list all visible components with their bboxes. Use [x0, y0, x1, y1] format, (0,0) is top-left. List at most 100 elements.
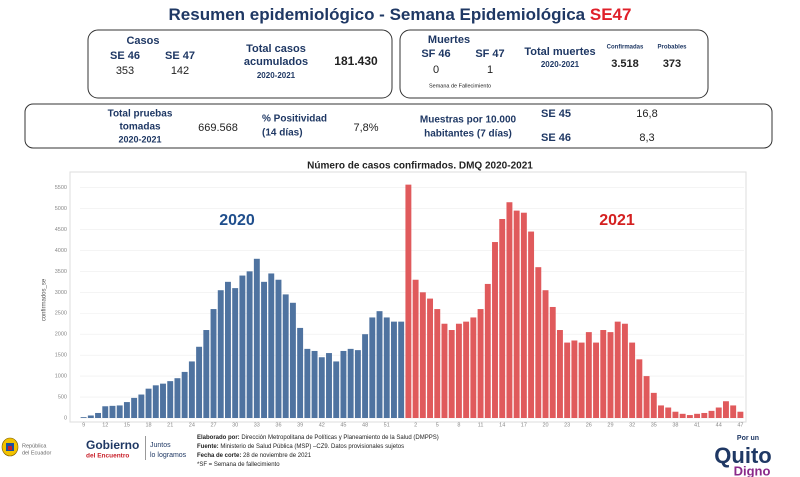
bar — [506, 202, 513, 418]
bar — [268, 273, 275, 418]
bar — [275, 279, 282, 418]
positivity-value: 7,8% — [353, 122, 378, 134]
positivity-label: (14 días) — [262, 128, 303, 139]
bar — [102, 406, 109, 418]
x-tick-label: 26 — [586, 422, 592, 428]
bar — [261, 281, 268, 418]
x-tick-label: 12 — [102, 422, 108, 428]
bar — [513, 210, 520, 418]
tests-box — [24, 103, 773, 149]
series-label: 2021 — [599, 212, 635, 229]
bar — [621, 323, 628, 418]
bar — [542, 290, 549, 418]
deaths-title: Muertes — [428, 34, 470, 46]
x-tick-label: 51 — [384, 422, 390, 428]
week-label: SE 46 — [541, 132, 571, 144]
bar — [499, 218, 506, 418]
bar — [701, 412, 708, 418]
bar — [643, 376, 650, 418]
week-value: 1 — [487, 64, 493, 76]
bar — [109, 405, 116, 418]
confirmed-value: 3.518 — [611, 58, 639, 70]
bar — [181, 371, 188, 418]
bar — [383, 317, 390, 418]
bar — [80, 417, 87, 418]
bar — [455, 323, 462, 418]
x-tick-label: 9 — [82, 422, 85, 428]
x-tick-label: 41 — [694, 422, 700, 428]
x-tick-label: 14 — [499, 422, 505, 428]
x-tick-label: 18 — [146, 422, 152, 428]
bar — [658, 405, 664, 418]
y-axis-title: confirmados_se — [42, 278, 48, 321]
week-value: 8,3 — [639, 132, 654, 144]
bar — [434, 309, 441, 418]
bar — [239, 275, 246, 418]
x-tick-label: 11 — [478, 422, 484, 428]
bar — [528, 231, 535, 418]
bar — [398, 321, 405, 418]
tests-label: tomadas — [119, 122, 161, 133]
x-tick-label: 17 — [521, 422, 527, 428]
bar — [138, 394, 145, 418]
bar — [326, 353, 332, 418]
x-tick-label: 47 — [737, 422, 743, 428]
bar — [448, 330, 455, 418]
footer-note: *SF = Semana de fallecimiento — [197, 462, 280, 468]
y-tick-label: 0 — [64, 415, 67, 421]
y-tick-label: 3000 — [55, 290, 67, 296]
y-tick-label: 500 — [58, 395, 67, 401]
week-label: SF 47 — [475, 48, 504, 60]
bar — [629, 342, 636, 418]
bar — [492, 242, 498, 418]
x-tick-label: 21 — [167, 422, 173, 428]
cases-title: Casos — [126, 35, 159, 47]
samples-label: habitantes (7 días) — [424, 129, 512, 140]
probable-value: 373 — [663, 58, 681, 70]
note-text: *SF = Semana de fallecimiento — [197, 462, 280, 468]
bar — [152, 385, 159, 418]
bar — [174, 378, 181, 418]
tests-value: 669.568 — [198, 122, 238, 134]
note-label: Fecha de corte: — [197, 453, 241, 459]
bar — [679, 413, 686, 418]
x-tick-label: 27 — [210, 422, 216, 428]
bar — [607, 332, 614, 418]
probable-label: Probables — [657, 45, 687, 51]
bar — [289, 302, 296, 418]
bar — [571, 340, 578, 418]
bar — [224, 281, 231, 418]
y-tick-label: 4500 — [55, 227, 67, 233]
tests-label: Total pruebas — [108, 109, 173, 120]
week-label: SE 45 — [541, 108, 571, 120]
x-tick-label: 48 — [362, 422, 368, 428]
x-tick-label: 2 — [414, 422, 417, 428]
week-value: 16,8 — [636, 108, 657, 120]
note-label: Fuente: — [197, 444, 219, 450]
bar — [369, 317, 376, 418]
note-label: Elaborado por: — [197, 435, 240, 441]
bar — [650, 392, 657, 418]
slogan: Juntos — [150, 442, 171, 449]
x-tick-label: 8 — [457, 422, 460, 428]
bar — [232, 288, 239, 418]
bar — [549, 306, 556, 418]
total-label: Total muertes — [524, 46, 595, 58]
x-tick-label: 24 — [189, 422, 195, 428]
bar — [470, 317, 477, 418]
footer-note: Elaborado por: Dirección Metropolitana d… — [197, 435, 439, 441]
week-value: 0 — [433, 64, 439, 76]
republic-label: República — [22, 443, 47, 449]
positivity-label: % Positividad — [262, 114, 327, 125]
week-label: SE 47 — [165, 50, 195, 62]
y-tick-label: 1000 — [55, 374, 67, 380]
bar — [297, 327, 304, 418]
bar — [715, 407, 722, 418]
x-tick-label: 39 — [297, 422, 303, 428]
ecuador-shield — [1, 437, 19, 457]
bar — [441, 323, 448, 418]
bar — [390, 321, 397, 418]
bar — [318, 357, 325, 418]
bar — [665, 407, 672, 418]
page-title: Resumen epidemiológico - Semana Epidemio… — [169, 5, 632, 24]
